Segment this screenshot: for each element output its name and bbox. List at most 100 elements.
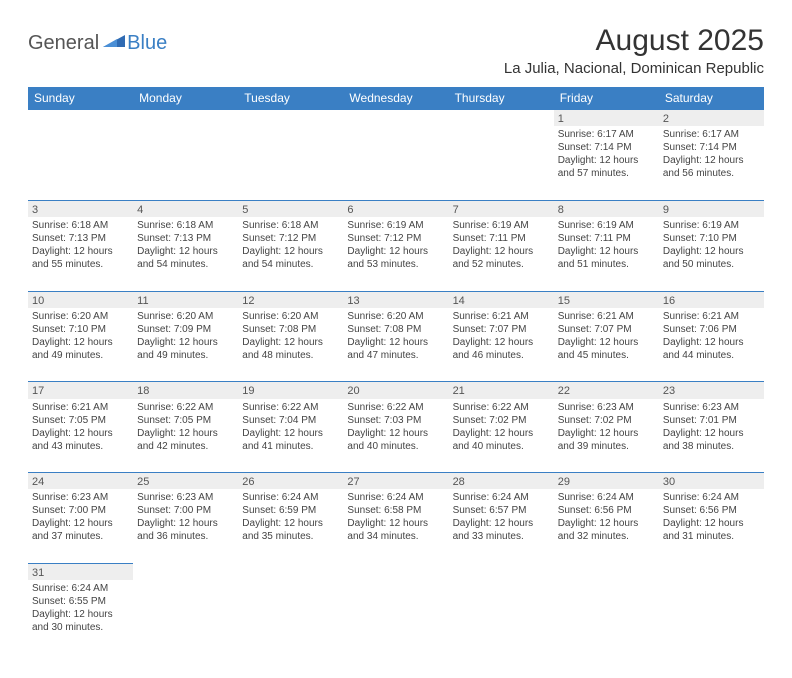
day-number-cell xyxy=(133,110,238,127)
daylight-text: Daylight: 12 hours xyxy=(558,336,655,349)
title-block: August 2025 La Julia, Nacional, Dominica… xyxy=(504,24,764,77)
daylight-text: Daylight: 12 hours xyxy=(32,608,129,621)
day-info-cell: Sunrise: 6:20 AMSunset: 7:09 PMDaylight:… xyxy=(133,308,238,382)
day-number: 13 xyxy=(347,294,444,308)
day-number-cell: 13 xyxy=(343,291,448,308)
sunrise-text: Sunrise: 6:23 AM xyxy=(137,491,234,504)
daylight-text: Daylight: 12 hours xyxy=(32,245,129,258)
daylight-text: Daylight: 12 hours xyxy=(32,427,129,440)
daylight-text: Daylight: 12 hours xyxy=(663,336,760,349)
daylight-text: and 44 minutes. xyxy=(663,349,760,362)
daylight-text: Daylight: 12 hours xyxy=(558,154,655,167)
daylight-text: Daylight: 12 hours xyxy=(137,517,234,530)
week-daynum-row: 31 xyxy=(28,563,764,580)
sunset-text: Sunset: 7:09 PM xyxy=(137,323,234,336)
header: General Blue August 2025 La Julia, Nacio… xyxy=(28,24,764,77)
sunset-text: Sunset: 6:56 PM xyxy=(663,504,760,517)
day-info-cell: Sunrise: 6:21 AMSunset: 7:07 PMDaylight:… xyxy=(449,308,554,382)
day-number-cell xyxy=(343,110,448,127)
sunset-text: Sunset: 7:12 PM xyxy=(347,232,444,245)
day-number-cell: 4 xyxy=(133,200,238,217)
logo-flag-icon xyxy=(103,33,125,54)
daylight-text: and 51 minutes. xyxy=(558,258,655,271)
day-number-cell xyxy=(238,110,343,127)
day-info-cell: Sunrise: 6:18 AMSunset: 7:12 PMDaylight:… xyxy=(238,217,343,291)
daylight-text: Daylight: 12 hours xyxy=(137,245,234,258)
sunset-text: Sunset: 6:57 PM xyxy=(453,504,550,517)
week-info-row: Sunrise: 6:24 AMSunset: 6:55 PMDaylight:… xyxy=(28,580,764,654)
day-number-cell: 29 xyxy=(554,473,659,490)
week-info-row: Sunrise: 6:20 AMSunset: 7:10 PMDaylight:… xyxy=(28,308,764,382)
day-number: 7 xyxy=(453,203,550,217)
day-number: 11 xyxy=(137,294,234,308)
sunset-text: Sunset: 7:01 PM xyxy=(663,414,760,427)
day-info-cell: Sunrise: 6:24 AMSunset: 6:56 PMDaylight:… xyxy=(554,489,659,563)
day-number-cell: 17 xyxy=(28,382,133,399)
sunset-text: Sunset: 7:07 PM xyxy=(453,323,550,336)
daylight-text: Daylight: 12 hours xyxy=(663,245,760,258)
day-info-cell xyxy=(133,126,238,200)
daylight-text: Daylight: 12 hours xyxy=(347,427,444,440)
day-info-cell: Sunrise: 6:17 AMSunset: 7:14 PMDaylight:… xyxy=(554,126,659,200)
day-number: 24 xyxy=(32,475,129,489)
sunset-text: Sunset: 7:02 PM xyxy=(558,414,655,427)
day-number-cell: 26 xyxy=(238,473,343,490)
month-title: August 2025 xyxy=(504,24,764,58)
sunrise-text: Sunrise: 6:22 AM xyxy=(347,401,444,414)
day-number: 27 xyxy=(347,475,444,489)
day-info-cell: Sunrise: 6:22 AMSunset: 7:05 PMDaylight:… xyxy=(133,399,238,473)
sunset-text: Sunset: 6:55 PM xyxy=(32,595,129,608)
day-info-cell xyxy=(133,580,238,654)
day-number-cell: 25 xyxy=(133,473,238,490)
day-info-cell: Sunrise: 6:19 AMSunset: 7:10 PMDaylight:… xyxy=(659,217,764,291)
daylight-text: Daylight: 12 hours xyxy=(453,336,550,349)
logo-text-general: General xyxy=(28,32,99,55)
day-info-cell: Sunrise: 6:19 AMSunset: 7:12 PMDaylight:… xyxy=(343,217,448,291)
daylight-text: Daylight: 12 hours xyxy=(453,517,550,530)
day-info-cell: Sunrise: 6:24 AMSunset: 6:55 PMDaylight:… xyxy=(28,580,133,654)
sunrise-text: Sunrise: 6:20 AM xyxy=(137,310,234,323)
sunset-text: Sunset: 7:08 PM xyxy=(242,323,339,336)
day-number-cell xyxy=(28,110,133,127)
sunset-text: Sunset: 7:10 PM xyxy=(663,232,760,245)
daylight-text: and 45 minutes. xyxy=(558,349,655,362)
day-info-cell xyxy=(659,580,764,654)
week-info-row: Sunrise: 6:18 AMSunset: 7:13 PMDaylight:… xyxy=(28,217,764,291)
sunrise-text: Sunrise: 6:19 AM xyxy=(453,219,550,232)
sunrise-text: Sunrise: 6:23 AM xyxy=(558,401,655,414)
day-number-cell: 1 xyxy=(554,110,659,127)
day-info-cell: Sunrise: 6:22 AMSunset: 7:04 PMDaylight:… xyxy=(238,399,343,473)
daylight-text: and 36 minutes. xyxy=(137,530,234,543)
week-daynum-row: 17181920212223 xyxy=(28,382,764,399)
logo: General Blue xyxy=(28,24,167,55)
day-number: 20 xyxy=(347,384,444,398)
day-number-cell: 31 xyxy=(28,563,133,580)
day-info-cell: Sunrise: 6:23 AMSunset: 7:00 PMDaylight:… xyxy=(28,489,133,563)
day-number: 15 xyxy=(558,294,655,308)
day-number: 29 xyxy=(558,475,655,489)
day-info-cell: Sunrise: 6:21 AMSunset: 7:07 PMDaylight:… xyxy=(554,308,659,382)
daylight-text: Daylight: 12 hours xyxy=(558,517,655,530)
daylight-text: Daylight: 12 hours xyxy=(242,336,339,349)
daylight-text: Daylight: 12 hours xyxy=(347,245,444,258)
day-info-cell: Sunrise: 6:23 AMSunset: 7:00 PMDaylight:… xyxy=(133,489,238,563)
day-number: 10 xyxy=(32,294,129,308)
daylight-text: and 54 minutes. xyxy=(242,258,339,271)
calendar-table: Sunday Monday Tuesday Wednesday Thursday… xyxy=(28,87,764,654)
sunrise-text: Sunrise: 6:23 AM xyxy=(32,491,129,504)
sunset-text: Sunset: 7:13 PM xyxy=(32,232,129,245)
sunset-text: Sunset: 7:14 PM xyxy=(558,141,655,154)
weekday-header: Monday xyxy=(133,87,238,110)
day-info-cell: Sunrise: 6:22 AMSunset: 7:02 PMDaylight:… xyxy=(449,399,554,473)
sunset-text: Sunset: 7:02 PM xyxy=(453,414,550,427)
sunset-text: Sunset: 6:59 PM xyxy=(242,504,339,517)
sunrise-text: Sunrise: 6:19 AM xyxy=(663,219,760,232)
day-number-cell: 5 xyxy=(238,200,343,217)
daylight-text: and 37 minutes. xyxy=(32,530,129,543)
sunrise-text: Sunrise: 6:17 AM xyxy=(663,128,760,141)
sunrise-text: Sunrise: 6:20 AM xyxy=(242,310,339,323)
day-number: 19 xyxy=(242,384,339,398)
weekday-header-row: Sunday Monday Tuesday Wednesday Thursday… xyxy=(28,87,764,110)
daylight-text: and 40 minutes. xyxy=(347,440,444,453)
daylight-text: Daylight: 12 hours xyxy=(558,427,655,440)
